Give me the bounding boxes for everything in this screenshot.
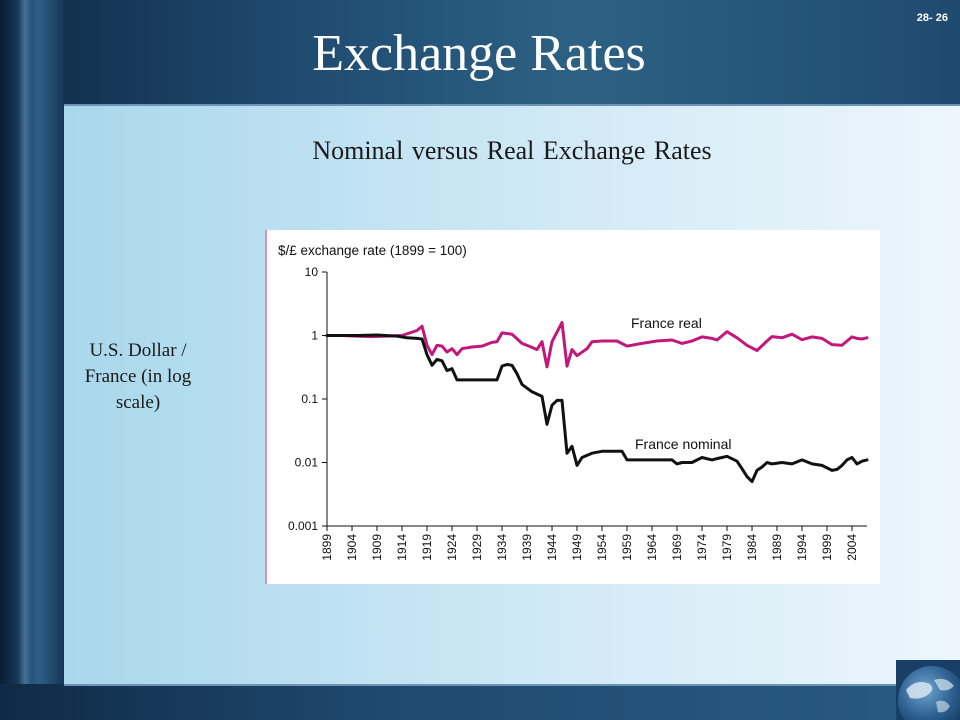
x-tick-label: 1929	[470, 534, 484, 561]
x-tick-label: 1984	[745, 534, 759, 561]
x-tick-label: 1899	[320, 534, 334, 561]
y-tick-label: 10	[305, 265, 319, 279]
title-band	[0, 0, 960, 104]
series-layer	[325, 321, 869, 484]
chart-title: $/£ exchange rate (1899 = 100)	[278, 243, 467, 258]
x-tick-label: 1979	[720, 534, 734, 561]
x-tick-label: 1949	[570, 534, 584, 561]
y-tick-label: 0.01	[295, 456, 319, 470]
y-axis-note: U.S. Dollar / France (in log scale)	[84, 340, 192, 413]
slide-title: Exchange Rates	[312, 25, 646, 82]
exchange-rate-chart: $/£ exchange rate (1899 = 100) 10 1 0.1 0.0…	[265, 230, 869, 584]
series-line-france-real	[325, 321, 869, 369]
x-tick-label: 1904	[345, 534, 359, 561]
x-tick-label: 1924	[445, 534, 459, 561]
x-tick-label: 1964	[645, 534, 659, 561]
title-divider	[64, 104, 960, 106]
series-line-france-nominal	[325, 333, 869, 484]
legend-france-real: France real	[631, 315, 702, 331]
x-tick-label: 1999	[820, 534, 834, 561]
x-tick-label: 2004	[845, 534, 859, 561]
x-tick-label: 1954	[595, 534, 609, 561]
chart-panel: $/£ exchange rate (1899 = 100) 10 1 0.1 0.0…	[265, 230, 880, 584]
legend-france-nominal: France nominal	[635, 436, 732, 452]
x-tick-label: 1994	[795, 534, 809, 561]
x-tick-label: 1934	[495, 534, 509, 561]
x-tick-label: 1919	[420, 534, 434, 561]
x-tick-label: 1914	[395, 534, 409, 561]
y-tick-label: 1	[311, 329, 318, 343]
footer-band	[0, 684, 960, 720]
footer-divider	[64, 684, 960, 686]
y-axis: 10 1 0.1 0.01 0.001	[288, 265, 328, 533]
left-decor-strip	[0, 0, 64, 720]
x-tick-label: 1939	[520, 534, 534, 561]
x-tick-label: 1959	[620, 534, 634, 561]
x-tick-label: 1989	[770, 534, 784, 561]
x-tick-label: 1909	[370, 534, 384, 561]
y-tick-label: 0.1	[301, 392, 318, 406]
x-tick-label: 1974	[695, 534, 709, 561]
slide-number: 28- 26	[916, 12, 948, 24]
globe-icon	[896, 660, 960, 720]
x-tick-label: 1969	[670, 534, 684, 561]
slide-subtitle: Nominal versus Real Exchange Rates	[312, 136, 712, 165]
x-tick-label: 1944	[545, 534, 559, 561]
y-tick-label: 0.001	[288, 519, 318, 533]
x-axis: 1899 1904 1909 1914 1919 1924 1929 1934 1939 1944…	[320, 525, 867, 561]
